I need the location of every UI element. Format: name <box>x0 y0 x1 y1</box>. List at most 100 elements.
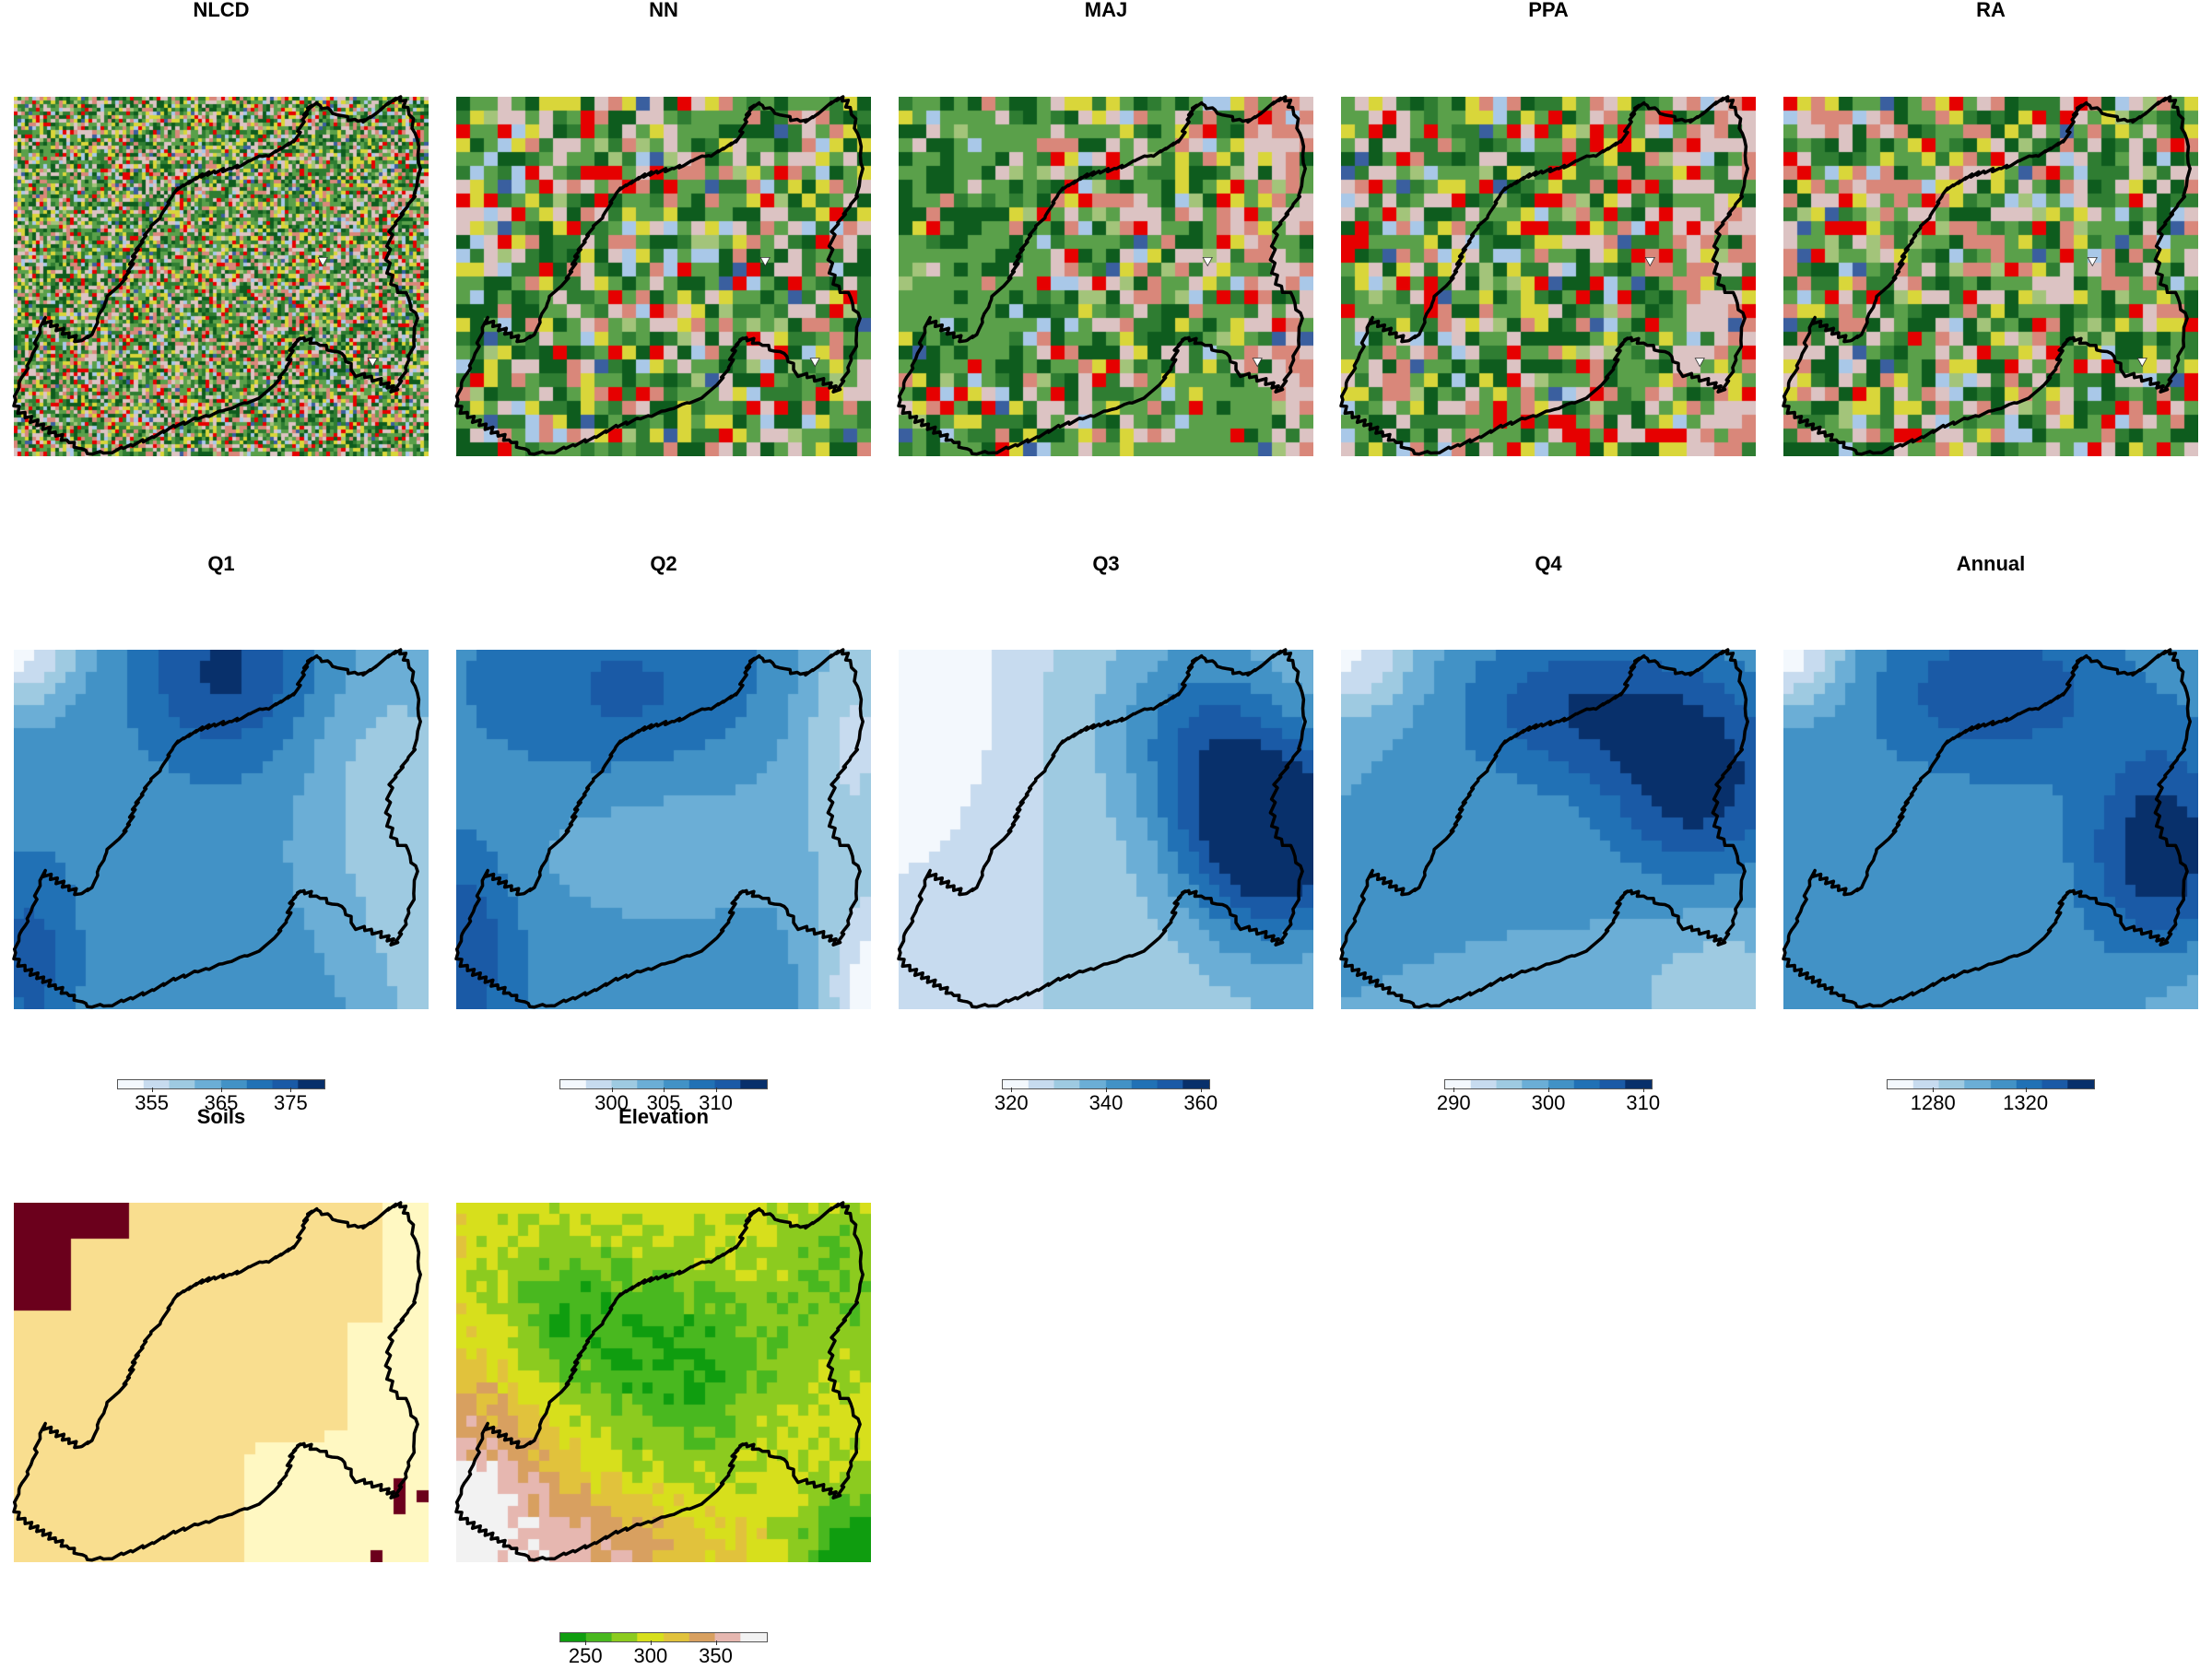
legend-tick-mark <box>221 1088 222 1092</box>
watershed-outline-layer <box>1782 648 2192 1009</box>
raster-map <box>1339 95 1756 456</box>
raster-image <box>456 1203 871 1562</box>
color-legend: 1280 1320 <box>1887 1079 2095 1116</box>
watershed-boundary <box>454 648 865 1009</box>
raster-image <box>14 1203 429 1562</box>
legend-tick-mark <box>715 1088 717 1092</box>
gauge-marker-icon <box>317 257 328 267</box>
raster-map <box>897 648 1313 1009</box>
panel-title: Q4 <box>1535 552 1562 575</box>
color-legend: 355 365 375 <box>117 1079 325 1116</box>
legend-tick-label: 355 <box>135 1091 170 1114</box>
watershed-boundary <box>897 648 1307 1009</box>
legend-tick-mark <box>585 1641 587 1645</box>
map-panel-ra: RA <box>1782 0 2198 553</box>
watershed-outline-layer <box>1782 95 2192 456</box>
legend-tick-mark <box>650 1641 652 1645</box>
watershed-boundary <box>454 95 865 456</box>
raster-image <box>1783 97 2198 456</box>
watershed-outline-layer <box>897 95 1307 456</box>
watershed-outline-layer <box>12 95 422 456</box>
raster-map <box>897 95 1313 456</box>
raster-map <box>12 95 429 456</box>
legend-tick-label: 300 <box>633 1644 668 1667</box>
raster-image <box>899 650 1313 1009</box>
legend-tick-label: 360 <box>1183 1091 1218 1114</box>
map-panel-soils: Soils <box>12 1105 429 1659</box>
gauge-marker-icon <box>367 358 378 368</box>
watershed-boundary <box>12 1201 422 1562</box>
legend-tick-mark <box>664 1088 665 1092</box>
color-legend: 320 340 360 <box>994 1079 1218 1116</box>
color-legend: 300 305 310 <box>559 1079 768 1116</box>
legend-tick-label: 340 <box>1088 1091 1124 1114</box>
watershed-outline-layer <box>454 1201 865 1562</box>
watershed-boundary <box>12 648 422 1009</box>
legend-tick-mark <box>1106 1088 1107 1092</box>
map-panel-nlcd: NLCD <box>12 0 429 553</box>
legend-tick-label: 310 <box>1626 1091 1661 1114</box>
map-panel-q4: Q4 290 300 310 <box>1339 552 1756 1114</box>
legend-tick-mark <box>1642 1088 1644 1092</box>
legend-color-bar <box>559 1632 768 1642</box>
watershed-boundary <box>12 95 422 456</box>
legend-tick-label: 375 <box>273 1091 308 1114</box>
raster-map <box>454 95 871 456</box>
legend-tick-mark <box>2025 1088 2027 1092</box>
panel-title: Q2 <box>650 552 677 575</box>
legend-ticks: 250 300 350 <box>559 1641 768 1670</box>
gauge-marker-icon <box>2087 257 2098 267</box>
map-panel-ppa: PPA <box>1339 0 1756 553</box>
map-panel-maj: MAJ <box>897 0 1313 553</box>
watershed-outline-layer <box>12 648 422 1009</box>
watershed-outline-layer <box>12 1201 422 1562</box>
legend-tick-mark <box>1933 1088 1935 1092</box>
raster-image <box>456 97 871 456</box>
map-panel-q2: Q2 300 305 310 <box>454 552 871 1114</box>
legend-tick-label: 310 <box>699 1091 733 1114</box>
gauge-marker-icon <box>1694 358 1705 368</box>
map-panel-nn: NN <box>454 0 871 553</box>
legend-ticks: 355 365 375 <box>117 1088 325 1117</box>
legend-tick-mark <box>1200 1088 1202 1092</box>
raster-image <box>899 97 1313 456</box>
raster-map <box>12 1201 429 1562</box>
raster-image <box>1783 650 2198 1009</box>
gauge-marker-icon <box>1202 257 1213 267</box>
panel-title: Q1 <box>207 552 235 575</box>
gauge-marker-icon <box>809 358 820 368</box>
legend-tick-label: 300 <box>1531 1091 1566 1114</box>
legend-tick-label: 305 <box>646 1091 681 1114</box>
watershed-boundary <box>1339 95 1749 456</box>
raster-map <box>454 1201 871 1562</box>
panel-title: NN <box>649 0 678 21</box>
map-panel-annual: Annual 1280 1320 <box>1782 552 2198 1114</box>
watershed-outline-layer <box>454 95 865 456</box>
map-panel-elev: Elevation 250 300 350 <box>454 1105 871 1667</box>
watershed-outline-layer <box>1339 648 1749 1009</box>
watershed-boundary <box>1782 648 2192 1009</box>
legend-tick-mark <box>290 1088 292 1092</box>
legend-ticks: 1280 1320 <box>1887 1088 2095 1117</box>
panel-title: Annual <box>1956 552 2026 575</box>
legend-color-bar <box>1887 1079 2095 1089</box>
watershed-boundary <box>454 1201 865 1562</box>
gauge-marker-icon <box>759 257 771 267</box>
legend-tick-label: 1280 <box>1910 1091 1956 1114</box>
legend-tick-mark <box>151 1088 153 1092</box>
legend-tick-mark <box>1011 1088 1013 1092</box>
raster-map <box>454 648 871 1009</box>
color-legend: 250 300 350 <box>559 1632 768 1669</box>
legend-tick-label: 250 <box>568 1644 603 1667</box>
raster-map <box>12 648 429 1009</box>
map-panel-q3: Q3 320 340 360 <box>897 552 1313 1114</box>
legend-tick-label: 1320 <box>2003 1091 2049 1114</box>
map-panel-q1: Q1 355 365 375 <box>12 552 429 1114</box>
legend-tick-mark <box>715 1641 717 1645</box>
legend-tick-label: 320 <box>994 1091 1029 1114</box>
gauge-marker-icon <box>1644 257 1655 267</box>
panel-title: Elevation <box>618 1105 709 1128</box>
color-legend: 290 300 310 <box>1437 1079 1660 1116</box>
panel-title: RA <box>1976 0 2006 21</box>
panel-title: Soils <box>196 1105 246 1128</box>
